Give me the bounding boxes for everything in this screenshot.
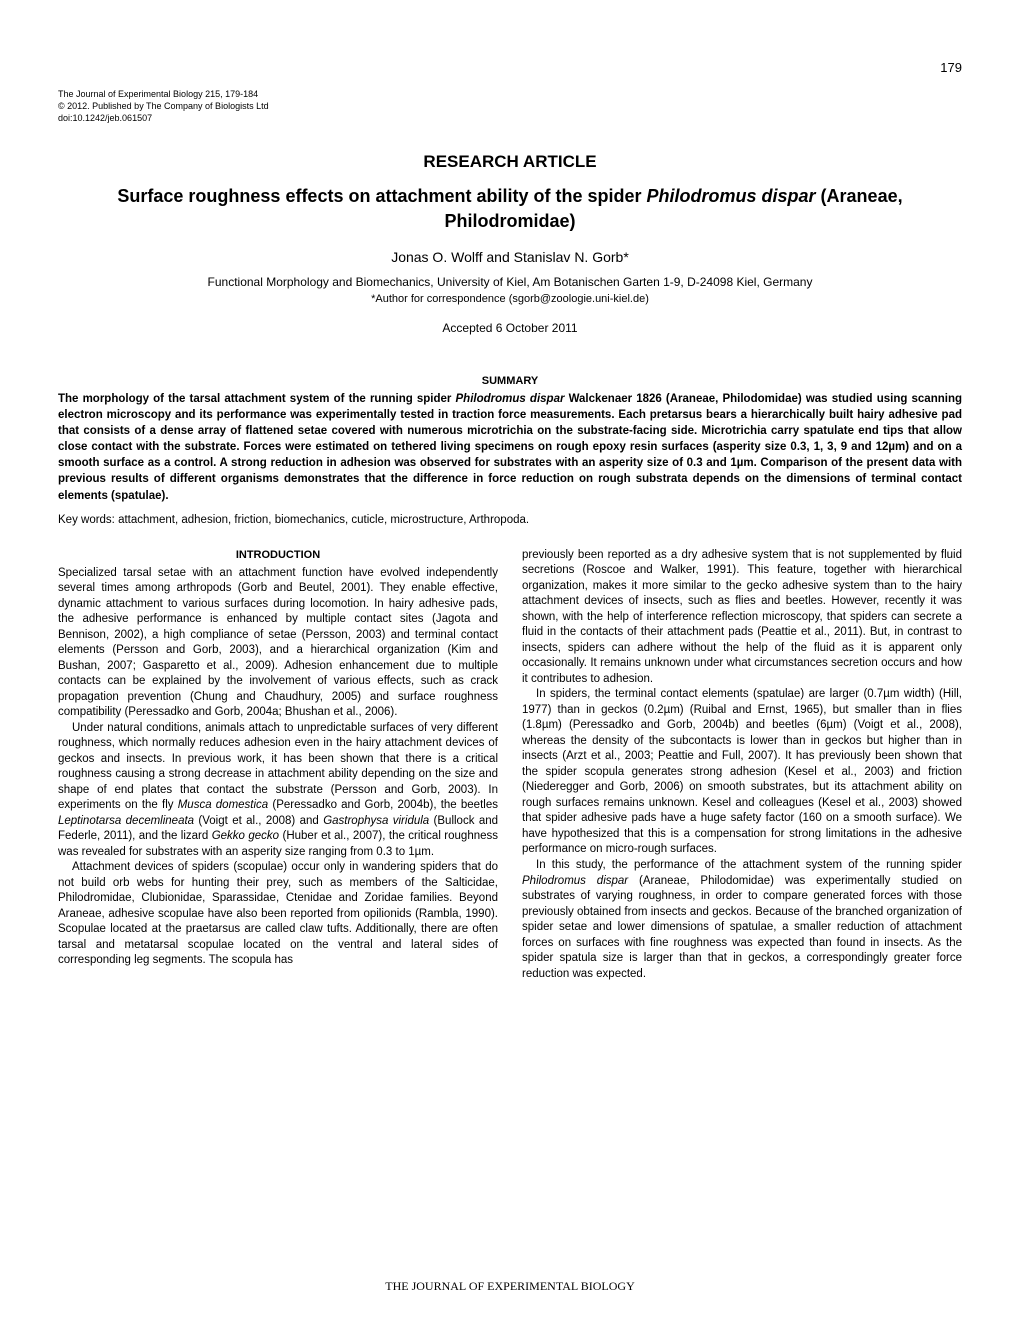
intro-p2: Under natural conditions, animals attach… bbox=[58, 721, 498, 861]
col2-p3: In this study, the performance of the at… bbox=[522, 858, 962, 982]
p2c: (Voigt et al., 2008) and bbox=[194, 815, 323, 827]
summary-species: Philodromus dispar bbox=[456, 393, 565, 405]
column-left: INTRODUCTION Specialized tarsal setae wi… bbox=[58, 548, 498, 982]
summary-post: Walckenaer 1826 (Araneae, Philodomidae) … bbox=[58, 393, 962, 502]
accepted-date: Accepted 6 October 2011 bbox=[58, 321, 962, 335]
title-species: Philodromus dispar bbox=[647, 186, 816, 206]
journal-info: The Journal of Experimental Biology 215,… bbox=[58, 88, 962, 124]
column-right: previously been reported as a dry adhesi… bbox=[522, 548, 962, 982]
intro-p3: Attachment devices of spiders (scopulae)… bbox=[58, 860, 498, 969]
title-pre: Surface roughness effects on attachment … bbox=[117, 186, 646, 206]
species-gastrophysa: Gastrophysa viridula bbox=[323, 815, 429, 827]
affiliation: Functional Morphology and Biomechanics, … bbox=[58, 275, 962, 289]
col2-p2: In spiders, the terminal contact element… bbox=[522, 687, 962, 858]
journal-line-3: doi:10.1242/jeb.061507 bbox=[58, 112, 962, 124]
footer-journal-name: THE JOURNAL OF EXPERIMENTAL BIOLOGY bbox=[0, 1279, 1020, 1294]
intro-p1: Specialized tarsal setae with an attachm… bbox=[58, 566, 498, 721]
species-leptinotarsa: Leptinotarsa decemlineata bbox=[58, 815, 194, 827]
journal-line-1: The Journal of Experimental Biology 215,… bbox=[58, 88, 962, 100]
species-gekko: Gekko gecko bbox=[212, 830, 279, 842]
article-title: Surface roughness effects on attachment … bbox=[58, 184, 962, 233]
article-type: RESEARCH ARTICLE bbox=[58, 152, 962, 172]
p2b: (Peressadko and Gorb, 2004b), the beetle… bbox=[268, 799, 498, 811]
species-musca: Musca domestica bbox=[178, 799, 268, 811]
summary-pre: The morphology of the tarsal attachment … bbox=[58, 393, 456, 405]
p2a: Under natural conditions, animals attach… bbox=[58, 722, 498, 812]
introduction-heading: INTRODUCTION bbox=[58, 548, 498, 563]
authors: Jonas O. Wolff and Stanislav N. Gorb* bbox=[58, 249, 962, 265]
p3a: In this study, the performance of the at… bbox=[536, 859, 962, 871]
page-number: 179 bbox=[940, 60, 962, 75]
body-columns: INTRODUCTION Specialized tarsal setae wi… bbox=[58, 548, 962, 982]
summary-heading: SUMMARY bbox=[58, 375, 962, 387]
journal-line-2: © 2012. Published by The Company of Biol… bbox=[58, 100, 962, 112]
species-philodromus: Philodromus dispar bbox=[522, 875, 628, 887]
keywords: Key words: attachment, adhesion, frictio… bbox=[58, 514, 962, 526]
p3b: (Araneae, Philodomidae) was experimental… bbox=[522, 875, 962, 980]
summary-text: The morphology of the tarsal attachment … bbox=[58, 391, 962, 504]
col2-p1: previously been reported as a dry adhesi… bbox=[522, 548, 962, 688]
correspondence: *Author for correspondence (sgorb@zoolog… bbox=[58, 293, 962, 305]
